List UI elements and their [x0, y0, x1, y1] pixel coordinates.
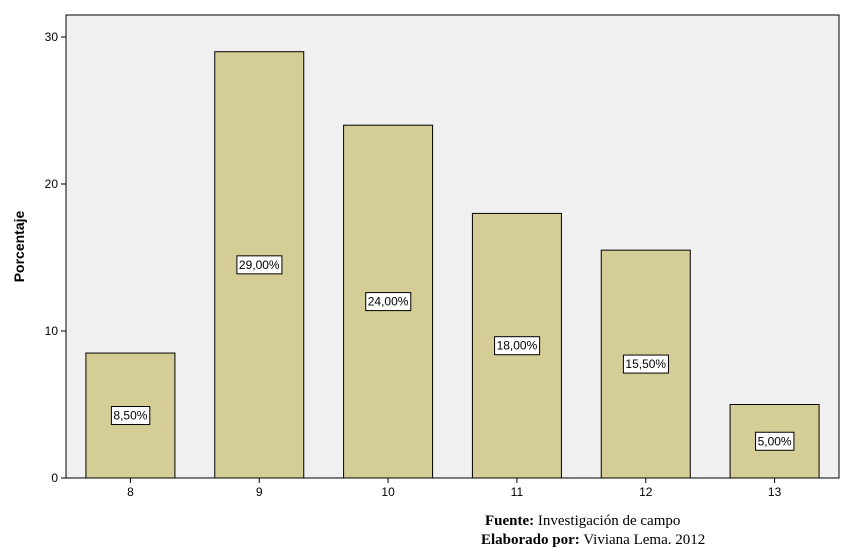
x-tick-label-12: 12 [639, 485, 653, 499]
y-axis-label: Porcentaje [11, 210, 27, 282]
data-label-11: 18,00% [494, 336, 541, 356]
data-label-text-13: 5,00% [758, 434, 792, 448]
data-label-text-10: 24,00% [368, 295, 409, 309]
x-tick-label-11: 11 [511, 485, 524, 499]
data-label-text-9: 29,00% [239, 258, 280, 272]
y-tick-label-30: 30 [45, 30, 59, 44]
data-label-8: 8,50% [110, 406, 151, 426]
data-label-9: 29,00% [236, 255, 283, 275]
data-label-box-11 [494, 336, 541, 356]
data-label-box-12 [622, 354, 669, 374]
bar-chart: 8,50% 29,00% 24,00% 18,00% 15,50% 5,00% 8 9 10 1… [11, 14, 840, 499]
author-value: Viviana Lema. 2012 [579, 532, 706, 548]
data-label-box-8 [110, 406, 151, 426]
data-label-box-10 [365, 292, 412, 312]
x-tick-label-9: 9 [256, 485, 263, 499]
x-tick-label-10: 10 [381, 485, 395, 499]
source-value: Investigación de campo [534, 513, 681, 529]
data-label-10: 24,00% [365, 292, 412, 312]
data-label-13: 5,00% [755, 431, 795, 451]
source-label: Fuente: [485, 513, 535, 529]
y-tick-label-20: 20 [45, 177, 59, 191]
y-tick-label-0: 0 [51, 471, 58, 485]
data-label-box-13 [755, 431, 795, 451]
y-tick-label-10: 10 [45, 324, 59, 338]
data-label-box-9 [236, 255, 283, 275]
data-label-text-8: 8,50% [113, 409, 147, 423]
x-tick-label-13: 13 [768, 485, 782, 499]
x-tick-label-8: 8 [127, 485, 134, 499]
author-label: Elaborado por: [481, 532, 580, 548]
data-label-12: 15,50% [622, 354, 669, 374]
data-label-text-12: 15,50% [625, 357, 666, 371]
footer-source: Fuente: Investigación de campo [0, 513, 846, 530]
footer-author: Elaborado por: Viviana Lema. 2012 [0, 532, 846, 549]
data-label-text-11: 18,00% [497, 339, 538, 353]
plot-area [65, 14, 840, 479]
